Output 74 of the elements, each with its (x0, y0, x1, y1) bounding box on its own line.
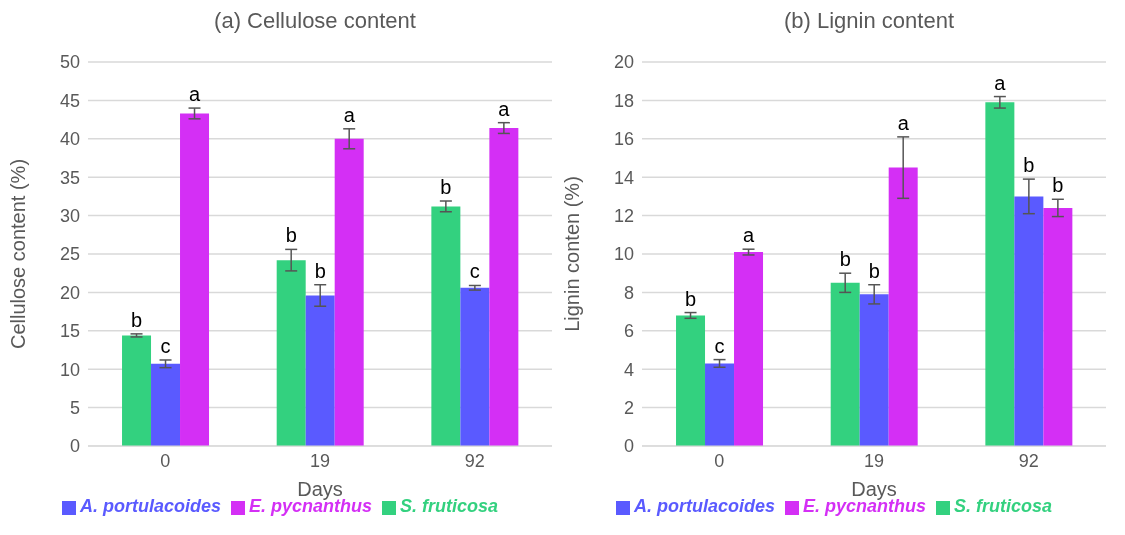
y-tick-label: 12 (613, 205, 634, 226)
data-label: c (469, 260, 480, 283)
y-axis-title: Cellulose content (%) (7, 158, 30, 350)
bar (676, 315, 706, 446)
x-tick-label: 92 (1018, 450, 1039, 471)
y-tick-label: 18 (613, 90, 634, 111)
y-tick-label: 0 (623, 436, 634, 457)
y-tick-label: 20 (59, 282, 80, 303)
y-tick-label: 4 (623, 359, 634, 380)
y-tick-label: 50 (59, 52, 80, 73)
y-tick-label: 10 (613, 244, 634, 265)
y-tick-label: 16 (613, 129, 634, 150)
legend-label: S. fruticosa (954, 496, 1053, 516)
data-label: b (868, 259, 880, 282)
data-label: c (160, 334, 171, 357)
bar (151, 363, 181, 446)
x-tick-label: 0 (714, 450, 725, 471)
y-tick-label: 6 (623, 321, 634, 342)
data-label: a (343, 103, 356, 126)
bar (734, 252, 764, 446)
bar (460, 287, 490, 446)
y-tick-label: 8 (623, 282, 634, 303)
y-tick-label: 2 (623, 397, 634, 418)
data-label: a (994, 71, 1007, 94)
data-label: b (130, 308, 143, 331)
bar (830, 282, 860, 446)
y-tick-label: 5 (69, 397, 80, 418)
data-label: b (684, 287, 697, 310)
chart-title: (a) Cellulose content (213, 8, 417, 35)
legend-label: A. portulacoides (79, 496, 221, 516)
y-tick-label: 35 (59, 167, 80, 188)
bar (305, 295, 335, 446)
bar (985, 102, 1015, 446)
data-label: b (285, 224, 297, 247)
y-tick-label: 14 (613, 167, 634, 188)
legend-label: A. portulacoides (633, 496, 775, 516)
y-tick-label: 10 (59, 359, 80, 380)
data-label: a (897, 111, 910, 134)
data-label: b (839, 248, 851, 271)
x-axis-title: Days (297, 478, 343, 500)
x-tick-label: 19 (309, 450, 331, 471)
y-tick-label: 25 (59, 244, 80, 265)
bar (122, 335, 152, 446)
y-tick-label: 40 (59, 129, 80, 150)
data-label: a (188, 83, 201, 106)
bar (705, 363, 735, 446)
bar (431, 206, 461, 446)
bar (276, 260, 306, 446)
y-axis-title: Lignin conten (%) (561, 176, 584, 332)
data-label: a (742, 224, 755, 247)
bar (859, 294, 889, 446)
y-tick-label: 0 (69, 436, 80, 457)
x-tick-label: 92 (464, 450, 485, 471)
bar (1043, 207, 1073, 446)
data-label: b (314, 259, 326, 282)
y-tick-label: 45 (59, 90, 80, 111)
x-tick-label: 0 (160, 450, 171, 471)
bar (1014, 196, 1044, 446)
bar (334, 138, 364, 446)
bar (180, 113, 210, 446)
data-label: b (1023, 154, 1035, 177)
legend-label: S. fruticosa (400, 496, 499, 516)
data-label: b (440, 176, 452, 199)
bar (888, 167, 918, 446)
y-tick-label: 20 (613, 52, 634, 73)
y-tick-label: 15 (59, 321, 80, 342)
data-label: a (498, 97, 511, 120)
x-tick-label: 19 (863, 450, 885, 471)
y-tick-label: 30 (59, 205, 80, 226)
data-label: b (1052, 174, 1064, 197)
chart-title: (b) Lignin content (783, 8, 955, 35)
bar (489, 128, 519, 446)
data-label: c (714, 334, 725, 357)
x-axis-title: Days (851, 478, 897, 500)
